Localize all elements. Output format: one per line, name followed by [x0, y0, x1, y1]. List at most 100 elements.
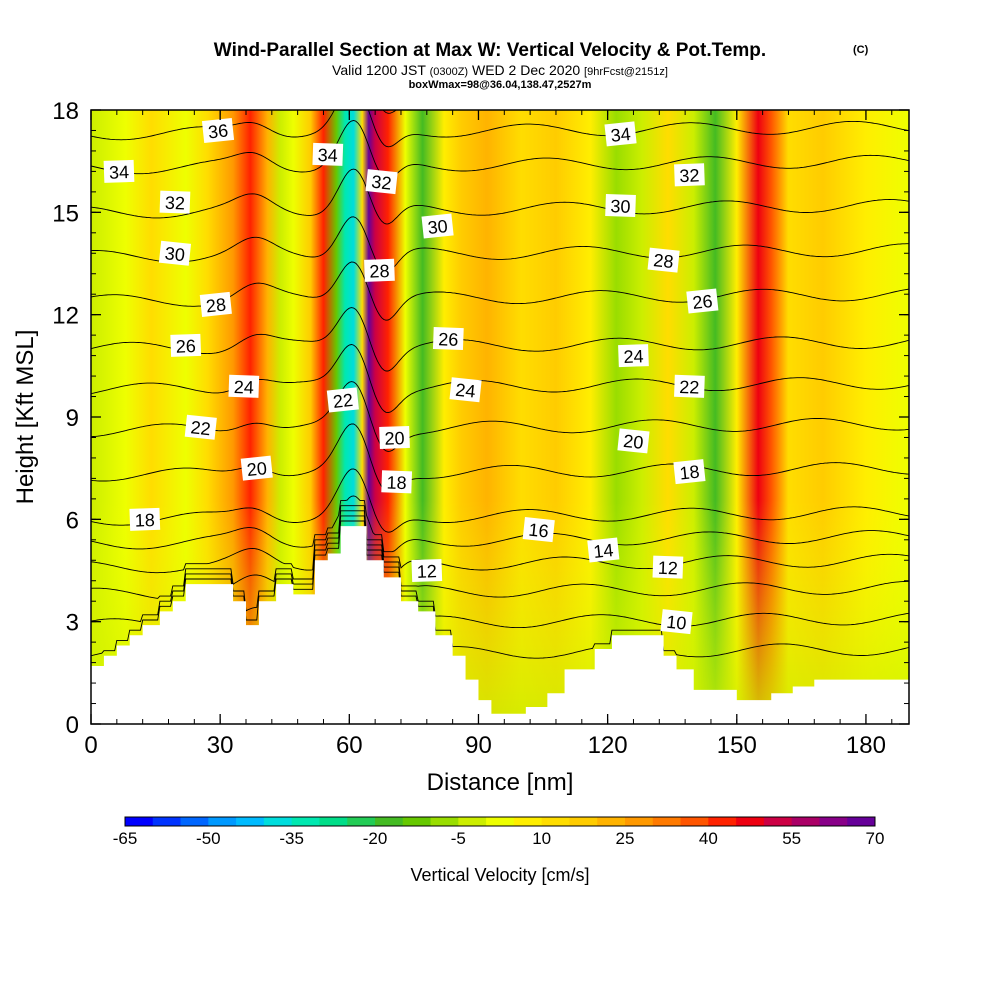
- y-tick-label: 18: [52, 98, 79, 125]
- y-tick-label: 6: [66, 507, 79, 534]
- svg-text:30: 30: [164, 243, 186, 265]
- isentrope-line: [91, 468, 909, 533]
- isentrope-line: [91, 120, 909, 180]
- svg-text:28: 28: [369, 261, 390, 282]
- isentrope-label: 16: [522, 517, 555, 543]
- colorbar-tick-label: -65: [113, 829, 138, 848]
- isentrope-line: [91, 495, 909, 553]
- isentrope-label: 20: [617, 428, 650, 454]
- isentrope-label: 34: [312, 142, 344, 166]
- x-tick-label: 60: [336, 732, 363, 759]
- colorbar-tick-label: -20: [363, 829, 388, 848]
- isentrope-label: 18: [381, 470, 413, 494]
- isentrope-label: 28: [199, 291, 232, 317]
- colorbar-swatch: [319, 817, 348, 826]
- colorbar-tick-label: 40: [699, 829, 718, 848]
- x-tick-label: 0: [84, 732, 97, 759]
- svg-text:30: 30: [427, 216, 449, 238]
- svg-text:20: 20: [384, 428, 405, 449]
- svg-text:22: 22: [332, 390, 354, 412]
- subtitle-wmax: boxWmax=98@36.04,138.47,2527m: [409, 79, 592, 91]
- terrain: [91, 526, 909, 724]
- colorbar-tick-label: 25: [616, 829, 635, 848]
- x-tick-label: 30: [207, 732, 234, 759]
- y-tick-label: 3: [66, 610, 79, 637]
- isentrope-label: 30: [421, 213, 454, 239]
- svg-text:28: 28: [205, 294, 227, 316]
- y-tick-label: 0: [66, 712, 79, 739]
- colorbar-swatch: [513, 817, 543, 826]
- isentrope-label: 26: [686, 288, 719, 314]
- x-tick-label: 90: [465, 732, 492, 759]
- isentrope-line: [91, 520, 909, 659]
- colorbar-swatch: [263, 817, 293, 826]
- svg-text:36: 36: [207, 120, 229, 142]
- valid-prefix: Valid 1200 JST: [332, 62, 426, 78]
- svg-text:10: 10: [665, 612, 687, 634]
- isentrope-label: 18: [673, 459, 706, 485]
- svg-text:34: 34: [109, 162, 130, 183]
- x-tick-label: 150: [717, 732, 757, 759]
- colorbar-swatch: [597, 817, 626, 826]
- valid-run: [9hrFcst@2151z]: [584, 66, 668, 78]
- isentrope-line: [91, 505, 909, 574]
- isentrope-label: 20: [240, 455, 273, 481]
- colorbar-swatch: [708, 817, 737, 826]
- svg-text:12: 12: [658, 558, 679, 579]
- svg-text:32: 32: [370, 172, 392, 194]
- isentrope-label: 22: [674, 374, 705, 398]
- colorbar-tick-label: 10: [532, 829, 551, 848]
- svg-text:30: 30: [610, 196, 631, 217]
- colorbar-swatch: [625, 817, 654, 826]
- colorbar-swatch: [180, 817, 209, 826]
- colorbar-swatch: [430, 817, 459, 826]
- svg-text:14: 14: [592, 540, 614, 562]
- isentrope-label: 36: [201, 117, 235, 143]
- colorbar-swatch: [458, 817, 487, 826]
- svg-text:18: 18: [134, 510, 155, 531]
- isentrope-label: 28: [364, 258, 395, 282]
- colorbar-swatch: [152, 817, 182, 826]
- isentrope-label: 32: [365, 169, 398, 195]
- colorbar-swatch: [347, 817, 376, 826]
- colorbar-tick-label: -5: [451, 829, 466, 848]
- svg-text:28: 28: [652, 250, 674, 272]
- isentrope-label: 30: [158, 240, 192, 266]
- svg-text:26: 26: [691, 291, 713, 313]
- isentrope-line: [91, 168, 909, 225]
- isentrope-label: 12: [652, 555, 684, 579]
- colorbar-tick-label: -50: [196, 829, 221, 848]
- isentrope-line: [91, 216, 909, 273]
- svg-text:34: 34: [610, 124, 632, 146]
- isentrope-line: [91, 344, 909, 414]
- isentrope-label: 32: [159, 190, 191, 214]
- x-tick-label: 180: [846, 732, 886, 759]
- isentrope-line: [91, 307, 909, 372]
- isentrope-label: 34: [103, 159, 135, 183]
- y-tick-label: 15: [52, 200, 79, 227]
- isentrope-label: 26: [170, 333, 202, 357]
- valid-line: Valid 1200 JST (0300Z) WED 2 Dec 2020 [9…: [332, 62, 668, 78]
- isentrope-label: 22: [326, 387, 359, 413]
- colorbar-swatch: [847, 817, 876, 826]
- isentrope-line: [91, 423, 909, 493]
- colorbar-label: Vertical Velocity [cm/s]: [410, 865, 589, 885]
- isentrope-label: 26: [432, 327, 464, 351]
- chart-title: Wind-Parallel Section at Max W: Vertical…: [214, 40, 766, 61]
- colorbar-swatch: [791, 817, 820, 826]
- colorbar-swatch: [680, 817, 709, 826]
- svg-text:16: 16: [528, 520, 550, 542]
- colorbar-swatch: [402, 817, 432, 826]
- colorbar-swatch: [569, 817, 598, 826]
- svg-text:24: 24: [233, 377, 254, 398]
- isentrope-line: [91, 381, 909, 452]
- isentrope-line: [91, 510, 909, 599]
- plot-area: 36 34 32 30 28 26 24 22 20 18 34 32 30 28 26 24 22 20 18 16…: [91, 110, 909, 724]
- svg-text:20: 20: [246, 458, 268, 480]
- isentrope-label: 24: [228, 374, 260, 398]
- svg-text:32: 32: [165, 193, 186, 214]
- colorbar-tick-label: 55: [782, 829, 801, 848]
- colorbar-swatch: [236, 817, 265, 826]
